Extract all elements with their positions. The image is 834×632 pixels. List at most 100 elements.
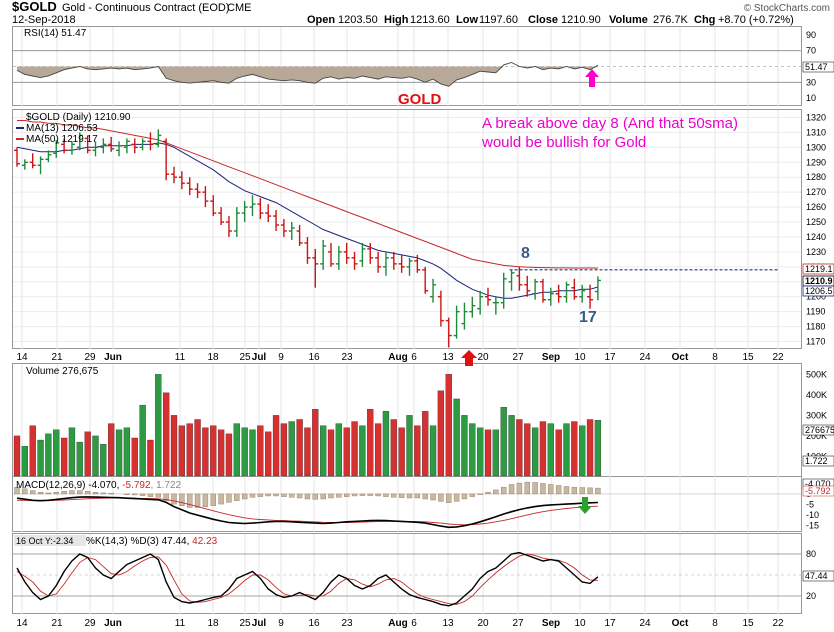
stoch-panel-frame [12,533,802,614]
volume-bar [202,427,209,477]
macd-histogram-bar [155,493,162,498]
volume-bar [13,435,21,477]
macd-histogram-bar [501,486,507,495]
volume-bar [76,441,83,477]
price-tick-label: 1170 [806,337,825,347]
stoch-tick-label: 20 [806,591,816,601]
price-tick-label: 1320 [806,112,826,122]
volume-bar [100,443,107,477]
volume-badge: 276675 [805,425,834,435]
x-tick-label: 18 [207,352,219,363]
macd-tick-label: -5 [806,500,814,510]
macd-legend: MACD(12,26,9) -4.070, -5.792, 1.722 [16,480,182,491]
macd-histogram-bar [579,487,585,495]
volume-tick-label: 200K [806,431,827,441]
macd-histogram-bar [587,487,593,495]
macd-histogram-bar [179,493,185,506]
volume-bar [500,406,507,477]
macd-histogram-bar [265,493,271,497]
macd-histogram-bar [171,493,177,505]
price-axis: 1320 1310 1300 1290 1280 1270 1260 1250 1240 1230… [806,112,826,346]
volume-bar [367,409,374,477]
x-tick-label: 27 [512,618,524,629]
price-legend-ma13: MA(13) 1206.53 [26,123,98,134]
macd-histogram-bar [461,493,468,500]
x-tick-label: 29 [84,618,96,629]
volume-bar [21,446,29,477]
volume-bar [531,427,539,477]
low-value: 1197.60 [479,14,518,26]
macd-histogram-bar [147,493,154,497]
macd-histogram-bar [249,493,256,498]
x-tick-label: 22 [772,618,784,629]
volume-bar [60,437,68,477]
x-tick-label: 6 [411,618,417,629]
x-tick-label: 20 [477,352,489,363]
macd-histogram-bar [84,491,91,495]
x-tick-label: 29 [84,352,96,363]
volume-bar [453,398,460,477]
macd-histogram-bar [438,493,444,502]
x-axis-bottom: 14 21 29 Jun 11 18 25 Jul 9 16 23 Aug 6 13 20 27 Sep 10 17… [16,618,784,629]
x-tick-label: 13 [442,352,454,363]
rsi-value-badge-bg [802,61,834,73]
price-annotation-line2: would be bullish for Gold [481,134,646,151]
volume-bar [53,429,60,477]
price-tick-label: 1290 [806,157,826,167]
macd-histogram-bar [194,493,201,508]
volume-bar [249,429,256,477]
macd-histogram-bar [446,493,452,503]
day17-label: 17 [579,309,597,326]
x-tick-label: 23 [341,618,353,629]
x-tick-label: 23 [341,352,353,363]
volume-bar [382,411,390,477]
chg-label: Chg [694,14,715,26]
macd-histogram-bar [430,493,436,501]
volume-bar [594,420,602,477]
volume-bar [476,427,484,477]
volume-bar [327,429,335,477]
high-label: High [384,14,409,26]
x-tick-label: 15 [742,618,754,629]
macd-histogram-bar [555,485,562,495]
volume-bar [374,423,382,477]
volume-bar [280,423,288,477]
volume-bar [147,439,154,477]
price-tick-label: 1270 [806,187,826,197]
macd-histogram-bar [540,483,546,495]
macd-histogram-bar [336,493,342,498]
price-tick-label: 1240 [806,232,826,242]
macd-histogram-bar [69,490,75,495]
x-tick-label: Oct [672,352,689,363]
macd-histogram-bar [241,493,248,500]
low-label: Low [456,14,478,26]
price-tick-label: 1250 [806,217,826,227]
macd-histogram-bar [422,493,428,500]
ma50-badge: 1219.1 [805,264,833,274]
volume-bar [115,429,123,477]
exchange-label: CME [227,2,251,14]
rsi-panel-frame [12,26,802,106]
volume-bar [29,425,36,477]
legend-ma13-swatch [16,127,24,129]
magenta-up-arrow-icon [585,69,599,87]
ma13-badge: 1206.5 [805,286,833,296]
macd-legend-signal: -5.792 [122,480,151,491]
x-tick-label: 9 [278,618,284,629]
rsi-tick-label: 70 [806,46,816,56]
macd-panel-frame [12,476,802,532]
rsi-tick-label: 90 [806,30,816,40]
macd-histogram-bar [595,487,601,495]
x-tick-label: 17 [604,618,616,629]
high-value: 1213.60 [410,14,450,26]
macd-histogram-bar [92,492,99,495]
x-tick-label: 25 [239,618,251,629]
macd-histogram-bar [571,486,578,495]
rsi-legend: RSI(14) 51.47 [24,28,87,39]
volume-bar [445,374,452,477]
macd-histogram-bar [398,493,405,498]
price-panel-frame [12,109,802,349]
macd-histogram-bar [406,493,413,499]
volume-bar [524,423,531,477]
x-tick-label: 6 [411,352,417,363]
